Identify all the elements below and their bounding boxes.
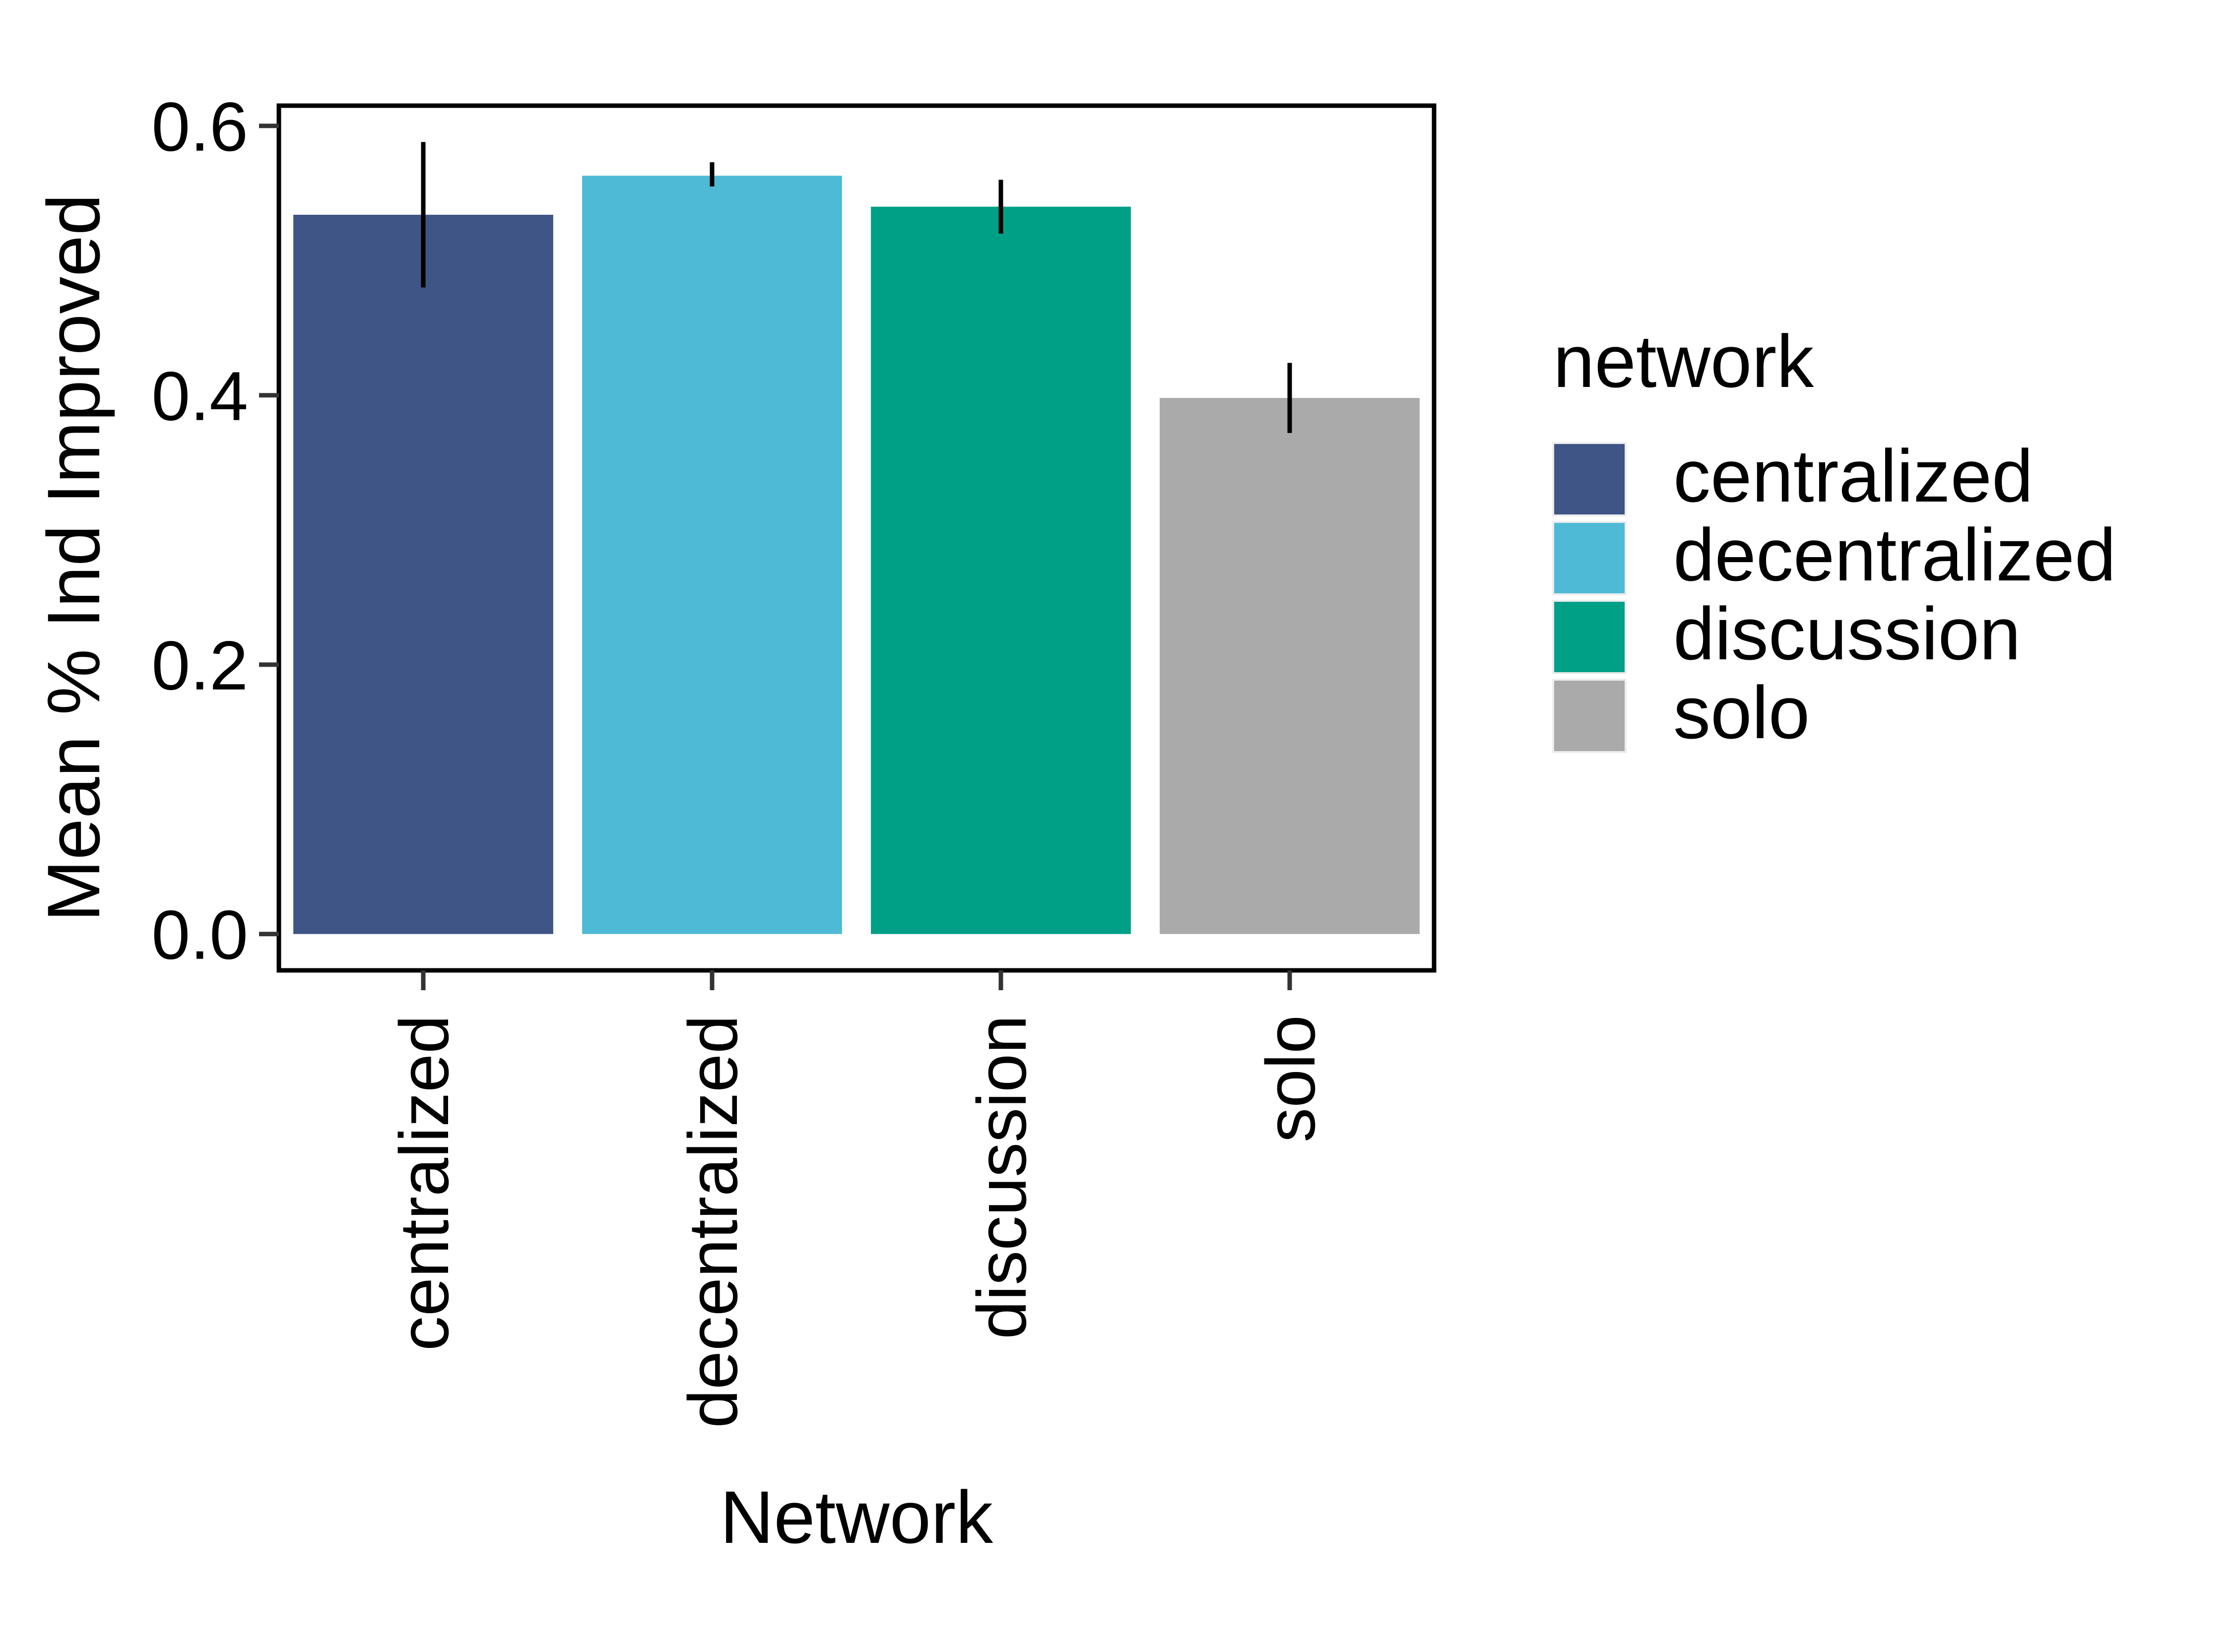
legend-label: solo: [1673, 671, 1810, 754]
bar-centralized: [293, 214, 553, 934]
y-axis-title: Mean % Ind Improved: [32, 194, 115, 922]
y-tick-label: 0.4: [151, 357, 248, 435]
error-bars-layer: [421, 142, 1292, 433]
legend-key-discussion: [1552, 600, 1627, 674]
plot-panel-border: [276, 103, 1437, 973]
legend-label: centralized: [1673, 434, 2033, 517]
x-axis-title: Network: [720, 1475, 993, 1559]
x-tick-label: solo: [1251, 1015, 1329, 1143]
x-tick-label: decentralized: [674, 1015, 752, 1428]
y-tick-label: 0.2: [151, 627, 248, 704]
y-tick-label: 0.6: [151, 88, 248, 166]
legend-label: decentralized: [1673, 513, 2116, 596]
bars-layer: [293, 176, 1420, 934]
x-axis: centralized decentralized discussion solo: [385, 970, 1329, 1428]
y-axis: 0.0 0.2 0.4 0.6: [151, 88, 279, 974]
bar-discussion: [871, 206, 1131, 934]
x-tick-label: centralized: [385, 1015, 463, 1351]
bar-solo: [1160, 398, 1420, 934]
bar-decentralized: [582, 176, 842, 934]
legend-label: discussion: [1673, 592, 2021, 675]
legend-key-solo: [1552, 679, 1627, 753]
y-tick-label: 0.0: [151, 896, 248, 974]
legend-title: network: [1553, 319, 1814, 403]
legend-key-decentralized: [1552, 521, 1627, 595]
legend: network centralizeddecentralizeddiscussi…: [1552, 319, 2116, 754]
x-tick-label: discussion: [963, 1015, 1041, 1339]
legend-key-centralized: [1552, 442, 1627, 516]
